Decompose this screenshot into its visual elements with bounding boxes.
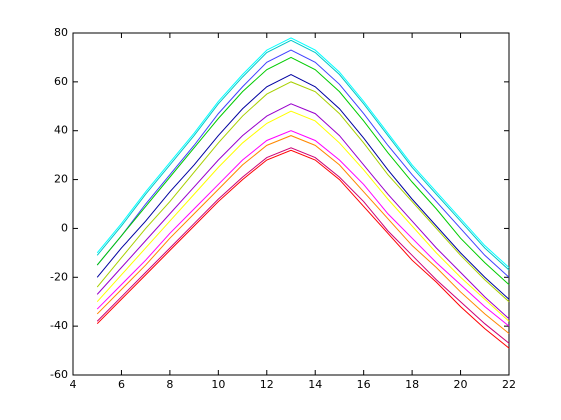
series-line: [96, 110, 510, 322]
y-tick-label: 0: [61, 221, 68, 234]
y-tick-label: 80: [54, 26, 68, 39]
series-line: [96, 103, 510, 320]
y-tick-label: 60: [54, 75, 68, 88]
series-line: [96, 56, 510, 285]
x-tick-label: 10: [211, 378, 225, 391]
x-tick-label: 22: [502, 378, 516, 391]
x-tick-label: 6: [118, 378, 125, 391]
series-line: [96, 149, 510, 349]
series-line: [96, 130, 510, 327]
y-tick-label: 40: [54, 124, 68, 137]
x-tick-label: 16: [357, 378, 371, 391]
series-line: [96, 49, 510, 278]
y-tick-label: 20: [54, 173, 68, 186]
series-line: [96, 39, 510, 271]
x-tick-label: 4: [70, 378, 77, 391]
x-tick-label: 18: [405, 378, 419, 391]
series-line: [96, 147, 510, 344]
x-tick-label: 20: [454, 378, 468, 391]
series-line: [96, 37, 510, 268]
x-tick-label: 12: [260, 378, 274, 391]
y-tick-label: -40: [50, 319, 68, 332]
y-tick-label: -60: [50, 368, 68, 381]
y-tick-label: -20: [50, 270, 68, 283]
x-tick-label: 14: [308, 378, 322, 391]
series-line: [96, 135, 510, 334]
x-tick-label: 8: [166, 378, 173, 391]
series-line: [96, 73, 510, 300]
series-line: [96, 81, 510, 303]
